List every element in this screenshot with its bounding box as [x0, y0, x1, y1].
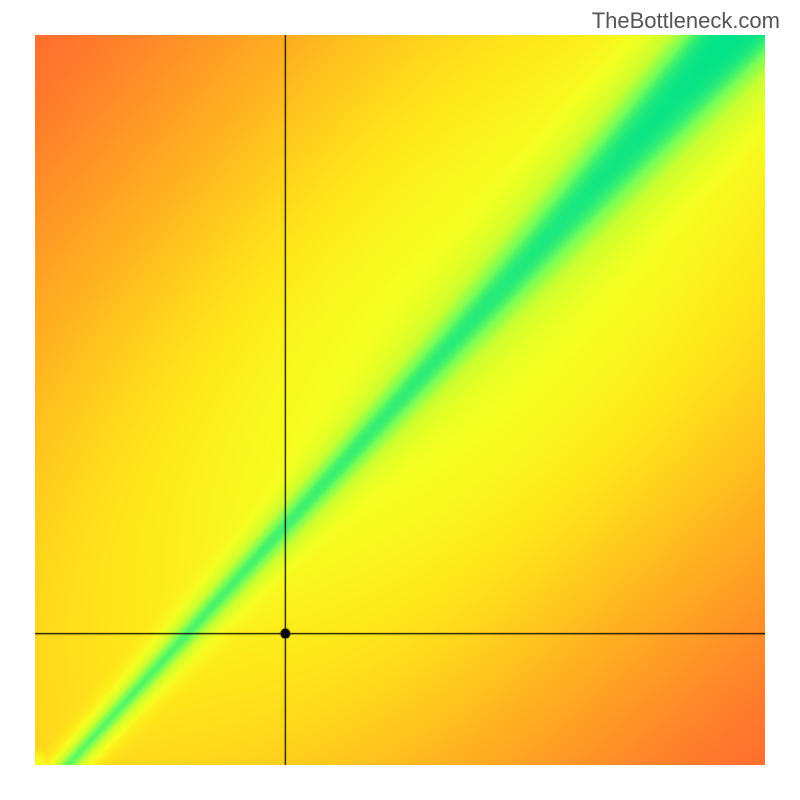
heatmap-canvas	[35, 35, 765, 765]
watermark-text: TheBottleneck.com	[592, 8, 780, 34]
heatmap-plot	[35, 35, 765, 765]
chart-container: TheBottleneck.com	[0, 0, 800, 800]
